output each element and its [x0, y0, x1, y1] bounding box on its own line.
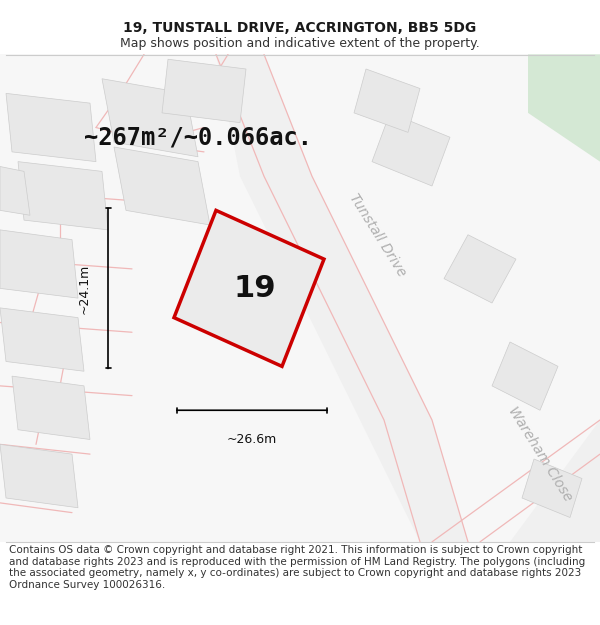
Text: Tunstall Drive: Tunstall Drive [347, 191, 409, 279]
Polygon shape [492, 342, 558, 410]
Polygon shape [174, 211, 324, 366]
Polygon shape [6, 93, 96, 162]
Polygon shape [0, 230, 78, 298]
Polygon shape [522, 459, 582, 518]
Polygon shape [162, 59, 246, 122]
Text: ~24.1m: ~24.1m [77, 263, 91, 314]
Text: ~267m²/~0.066ac.: ~267m²/~0.066ac. [84, 125, 312, 149]
Polygon shape [0, 308, 84, 371]
Text: 19: 19 [233, 274, 277, 303]
Polygon shape [216, 54, 468, 542]
Polygon shape [372, 113, 450, 186]
Polygon shape [0, 166, 30, 215]
Polygon shape [444, 235, 516, 303]
Text: ~26.6m: ~26.6m [227, 433, 277, 446]
Polygon shape [0, 444, 78, 508]
Polygon shape [18, 162, 108, 230]
Polygon shape [102, 79, 198, 157]
Polygon shape [432, 420, 600, 542]
Polygon shape [528, 54, 600, 162]
Text: 19, TUNSTALL DRIVE, ACCRINGTON, BB5 5DG: 19, TUNSTALL DRIVE, ACCRINGTON, BB5 5DG [124, 21, 476, 34]
Text: Contains OS data © Crown copyright and database right 2021. This information is : Contains OS data © Crown copyright and d… [9, 545, 585, 590]
Polygon shape [12, 376, 90, 439]
Polygon shape [354, 69, 420, 132]
Text: Wareham Close: Wareham Close [505, 404, 575, 504]
Polygon shape [114, 147, 210, 225]
Text: Map shows position and indicative extent of the property.: Map shows position and indicative extent… [120, 38, 480, 50]
